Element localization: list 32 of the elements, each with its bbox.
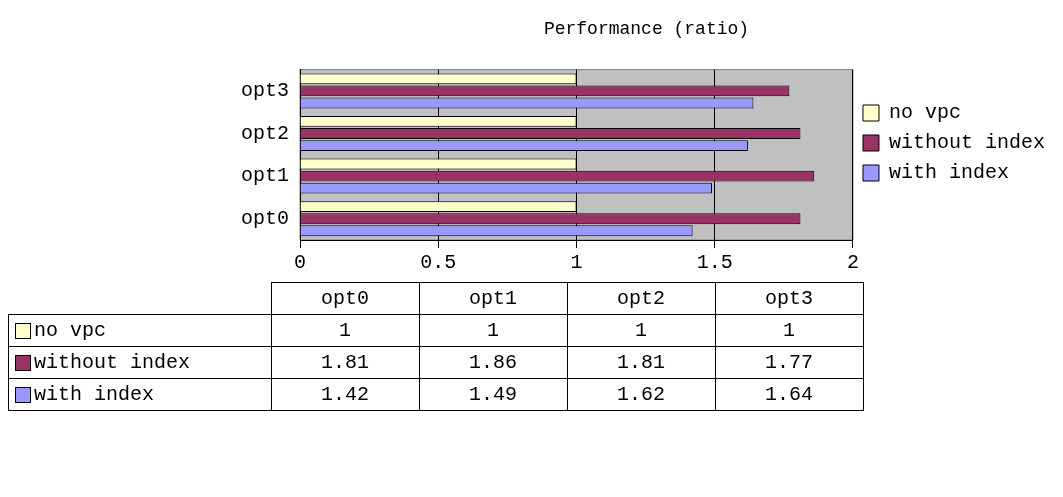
- category-label: opt1: [419, 282, 567, 315]
- y-tick-label: opt0: [240, 207, 290, 230]
- text: 1.81: [616, 351, 665, 374]
- text: 1.49: [468, 383, 517, 406]
- text: 1: [486, 319, 499, 342]
- text: 1.81: [320, 351, 369, 374]
- y-tick-label: opt1: [240, 164, 290, 188]
- legend-label: with index: [888, 161, 1010, 185]
- x-tick-label: 0: [294, 251, 307, 275]
- x-tick-label: 2: [846, 251, 859, 275]
- x-tick-label: 0.5: [420, 251, 457, 275]
- x-tick-label: 1.5: [696, 251, 733, 275]
- text: 1.77: [764, 351, 813, 374]
- text: 1.64: [764, 383, 813, 406]
- category-label: opt2: [567, 282, 715, 315]
- category-label: without index: [34, 351, 191, 374]
- y-tick-label: opt3: [240, 79, 290, 103]
- category-label: opt3: [715, 282, 863, 315]
- text: 1.42: [320, 383, 369, 406]
- x-tick-label: 1: [570, 251, 583, 275]
- category-label: no vpc: [34, 319, 107, 342]
- chart-title: Performance (ratio): [543, 18, 750, 39]
- legend-label: no vpc: [888, 101, 961, 125]
- text: 1: [634, 319, 647, 342]
- legend-label: without index: [888, 131, 1046, 155]
- y-tick-label: opt2: [240, 121, 290, 145]
- text: 1.62: [616, 383, 665, 406]
- category-label: with index: [34, 383, 155, 406]
- text: 1.86: [468, 351, 517, 374]
- category-label: opt0: [271, 282, 419, 315]
- text: 1: [782, 319, 795, 342]
- text: 1: [338, 319, 351, 342]
